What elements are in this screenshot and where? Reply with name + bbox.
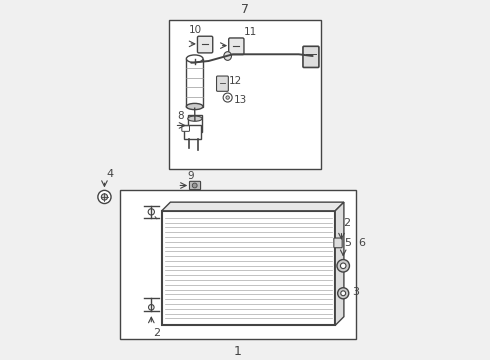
FancyBboxPatch shape	[190, 181, 200, 190]
Circle shape	[148, 305, 154, 310]
Circle shape	[226, 96, 229, 99]
Text: 1: 1	[234, 346, 242, 359]
Text: 13: 13	[234, 95, 247, 105]
Text: 8: 8	[177, 111, 184, 121]
Ellipse shape	[188, 116, 202, 121]
Circle shape	[223, 93, 232, 102]
Text: 7: 7	[241, 4, 249, 17]
Circle shape	[148, 209, 154, 215]
Polygon shape	[335, 202, 344, 325]
Ellipse shape	[186, 55, 203, 63]
Bar	[186, 59, 203, 107]
Text: 11: 11	[244, 27, 257, 37]
Bar	[120, 190, 356, 339]
Circle shape	[192, 183, 197, 188]
Polygon shape	[162, 211, 335, 325]
Circle shape	[337, 260, 349, 272]
Circle shape	[341, 263, 346, 269]
Circle shape	[98, 190, 111, 203]
Text: 9: 9	[188, 171, 195, 181]
FancyBboxPatch shape	[303, 46, 319, 67]
Text: 3: 3	[352, 287, 359, 297]
FancyBboxPatch shape	[217, 76, 228, 91]
FancyBboxPatch shape	[197, 36, 213, 53]
Circle shape	[341, 291, 345, 296]
Bar	[184, 125, 201, 139]
Text: 12: 12	[229, 76, 242, 86]
Circle shape	[101, 194, 108, 200]
FancyBboxPatch shape	[229, 38, 244, 55]
FancyBboxPatch shape	[334, 238, 342, 248]
Text: 2: 2	[153, 328, 160, 338]
Text: 4: 4	[106, 169, 113, 179]
Text: 10: 10	[189, 25, 201, 35]
Text: 5: 5	[344, 238, 351, 248]
Text: 2: 2	[343, 218, 350, 228]
Circle shape	[338, 288, 349, 299]
Bar	[188, 115, 202, 132]
Polygon shape	[162, 202, 344, 211]
Ellipse shape	[224, 52, 231, 60]
Text: 6: 6	[358, 238, 365, 248]
Bar	[169, 20, 321, 169]
FancyBboxPatch shape	[182, 126, 190, 131]
Ellipse shape	[186, 103, 203, 110]
